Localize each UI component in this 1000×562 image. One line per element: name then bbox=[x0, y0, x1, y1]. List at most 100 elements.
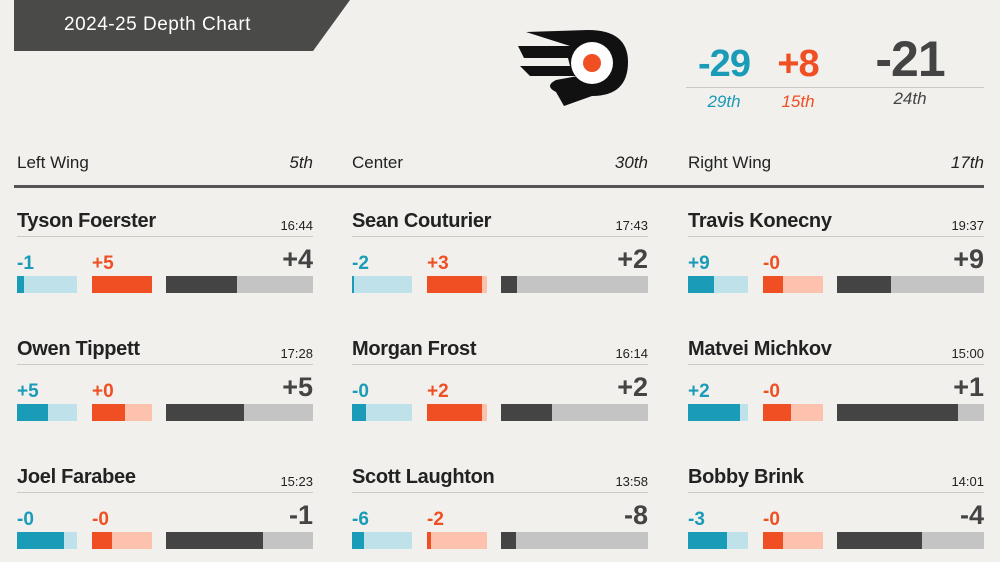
total-value: +2 bbox=[617, 372, 648, 402]
defense-bar-fill bbox=[92, 404, 125, 421]
defense-bar bbox=[92, 404, 152, 421]
offense-bar bbox=[17, 404, 77, 421]
team-total-value: -21 bbox=[875, 31, 945, 87]
title-banner: 2024-25 Depth Chart bbox=[14, 0, 350, 51]
offense-bar-fill bbox=[352, 532, 364, 549]
defense-bar bbox=[763, 532, 823, 549]
defense-bar bbox=[92, 276, 152, 293]
total-value: -1 bbox=[288, 500, 313, 530]
offense-bar bbox=[17, 276, 77, 293]
player-card: Sean Couturier 17:43 -2 +3 +2 bbox=[352, 210, 648, 300]
total-bar-fill bbox=[837, 404, 958, 421]
player-name: Matvei Michkov bbox=[688, 338, 832, 360]
defense-bar-fill bbox=[92, 276, 152, 293]
offense-value: -6 bbox=[352, 509, 369, 530]
total-bar-fill bbox=[501, 276, 518, 293]
player-divider bbox=[17, 364, 313, 365]
defense-value: -2 bbox=[427, 509, 444, 530]
offense-bar-fill bbox=[17, 276, 25, 293]
offense-bar bbox=[17, 532, 77, 549]
position-rank: 30th bbox=[614, 153, 648, 172]
total-value: +2 bbox=[617, 244, 648, 274]
player-name: Sean Couturier bbox=[352, 210, 492, 232]
player-toi: 17:28 bbox=[280, 346, 313, 361]
team-defense: +8 15th bbox=[758, 45, 838, 110]
player-toi: 16:44 bbox=[280, 218, 313, 233]
offense-value: -3 bbox=[688, 509, 705, 530]
offense-value: -0 bbox=[17, 509, 34, 530]
defense-bar-fill bbox=[763, 404, 792, 421]
total-bar-fill bbox=[166, 276, 237, 293]
team-offense-rank: 29th bbox=[707, 92, 741, 111]
position-header: Center 30th bbox=[352, 153, 648, 175]
position-name: Center bbox=[352, 153, 404, 172]
team-defense-rank: 15th bbox=[781, 92, 815, 111]
offense-bar-fill bbox=[688, 276, 714, 293]
team-divider bbox=[686, 87, 984, 88]
player-name: Morgan Frost bbox=[352, 338, 477, 360]
defense-bar bbox=[427, 532, 487, 549]
total-value: -4 bbox=[959, 500, 984, 530]
total-bar bbox=[501, 404, 648, 421]
offense-bar bbox=[352, 404, 412, 421]
team-defense-value: +8 bbox=[777, 43, 819, 85]
defense-bar-fill bbox=[427, 532, 432, 549]
player-toi: 19:37 bbox=[951, 218, 984, 233]
player-card: Tyson Foerster 16:44 -1 +5 +4 bbox=[17, 210, 313, 300]
defense-bar-fill bbox=[763, 276, 783, 293]
total-bar bbox=[501, 276, 648, 293]
offense-bar bbox=[688, 276, 748, 293]
team-offense: -29 29th bbox=[684, 45, 764, 110]
team-offense-value: -29 bbox=[698, 43, 751, 85]
player-divider bbox=[352, 364, 648, 365]
player-name: Tyson Foerster bbox=[17, 210, 156, 232]
total-bar bbox=[837, 276, 984, 293]
position-rank: 17th bbox=[950, 153, 984, 172]
total-bar-fill bbox=[166, 532, 264, 549]
offense-bar-fill bbox=[17, 532, 64, 549]
defense-bar-fill bbox=[427, 276, 482, 293]
total-bar-fill bbox=[166, 404, 244, 421]
player-name: Scott Laughton bbox=[352, 466, 495, 488]
offense-bar-fill bbox=[688, 532, 727, 549]
player-name: Travis Konecny bbox=[688, 210, 832, 232]
player-toi: 15:00 bbox=[951, 346, 984, 361]
team-logo-icon bbox=[518, 30, 628, 106]
defense-value: +0 bbox=[92, 381, 114, 402]
defense-bar bbox=[763, 404, 823, 421]
player-toi: 17:43 bbox=[615, 218, 648, 233]
total-value: -8 bbox=[623, 500, 648, 530]
offense-value: -1 bbox=[17, 253, 34, 274]
offense-value: -0 bbox=[352, 381, 369, 402]
position-name: Right Wing bbox=[688, 153, 772, 172]
player-toi: 14:01 bbox=[951, 474, 984, 489]
defense-bar bbox=[427, 404, 487, 421]
offense-bar-fill bbox=[17, 404, 49, 421]
total-bar-fill bbox=[837, 276, 892, 293]
offense-value: -2 bbox=[352, 253, 369, 274]
total-value: +4 bbox=[282, 244, 313, 274]
position-name: Left Wing bbox=[17, 153, 89, 172]
total-bar bbox=[166, 404, 313, 421]
defense-bar bbox=[92, 532, 152, 549]
player-card: Joel Farabee 15:23 -0 -0 -1 bbox=[17, 466, 313, 556]
defense-value: +2 bbox=[427, 381, 449, 402]
offense-bar-fill bbox=[352, 404, 366, 421]
offense-bar bbox=[688, 532, 748, 549]
defense-value: -0 bbox=[763, 509, 780, 530]
player-divider bbox=[688, 236, 984, 237]
total-value: +5 bbox=[282, 372, 313, 402]
defense-value: -0 bbox=[763, 253, 780, 274]
total-value: +1 bbox=[953, 372, 984, 402]
offense-bar bbox=[352, 532, 412, 549]
total-bar bbox=[837, 532, 984, 549]
total-value: +9 bbox=[953, 244, 984, 274]
player-card: Morgan Frost 16:14 -0 +2 +2 bbox=[352, 338, 648, 428]
total-bar bbox=[837, 404, 984, 421]
total-bar-fill bbox=[501, 404, 553, 421]
position-header: Right Wing 17th bbox=[688, 153, 984, 175]
offense-bar-fill bbox=[352, 276, 355, 293]
player-toi: 13:58 bbox=[615, 474, 648, 489]
total-bar-fill bbox=[501, 532, 516, 549]
team-total-rank: 24th bbox=[893, 89, 927, 108]
